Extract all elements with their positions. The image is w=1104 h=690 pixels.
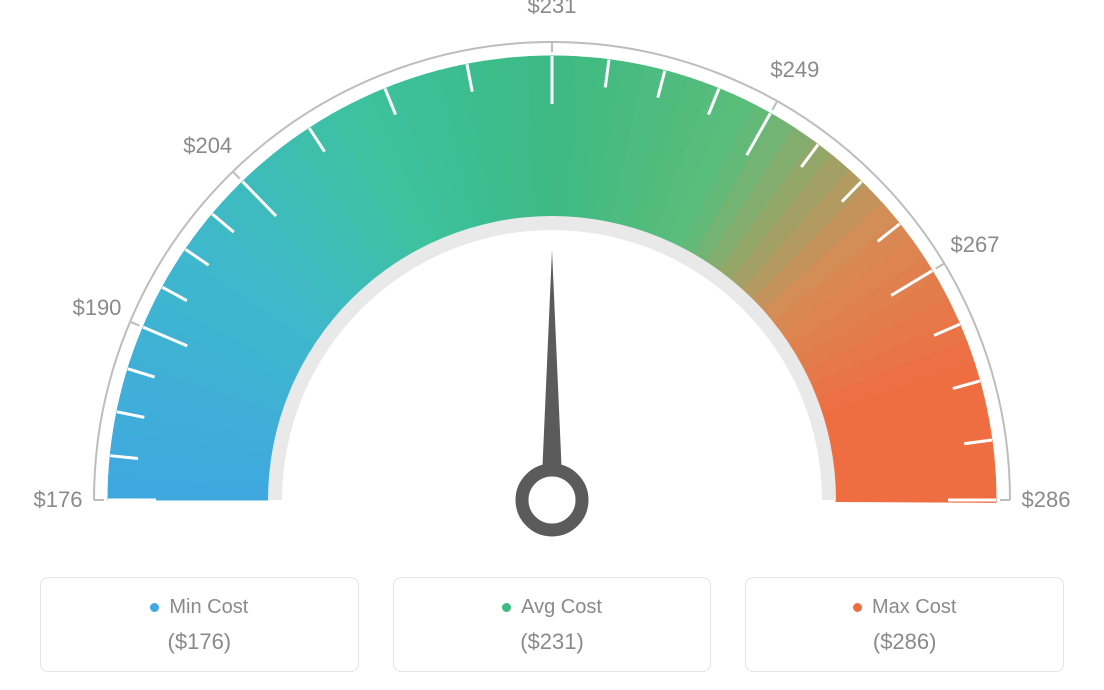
gauge-tick-label: $286 xyxy=(1022,487,1071,513)
avg-cost-label: Avg Cost xyxy=(521,596,602,619)
gauge-svg xyxy=(0,0,1104,560)
min-cost-label: Min Cost xyxy=(169,596,248,619)
max-cost-value: ($286) xyxy=(756,629,1053,655)
gauge-tick-label: $176 xyxy=(34,487,83,513)
avg-cost-title: Avg Cost xyxy=(502,596,602,619)
gauge-tick-label: $204 xyxy=(183,133,232,159)
max-cost-label: Max Cost xyxy=(872,596,956,619)
gauge-tick-label: $267 xyxy=(951,232,1000,258)
avg-cost-card: Avg Cost ($231) xyxy=(393,577,712,672)
avg-cost-value: ($231) xyxy=(404,629,701,655)
min-cost-card: Min Cost ($176) xyxy=(40,577,359,672)
max-cost-title: Max Cost xyxy=(853,596,956,619)
cost-gauge: $176 $190 $204 $231 $249 $267 $286 xyxy=(0,0,1104,560)
gauge-tick-label: $231 xyxy=(528,0,577,19)
cost-summary-cards: Min Cost ($176) Avg Cost ($231) Max Cost… xyxy=(40,577,1064,672)
gauge-tick-label: $249 xyxy=(770,57,819,83)
min-cost-title: Min Cost xyxy=(150,596,248,619)
max-cost-card: Max Cost ($286) xyxy=(745,577,1064,672)
dot-icon xyxy=(150,603,159,612)
gauge-tick-label: $190 xyxy=(72,295,121,321)
dot-icon xyxy=(502,603,511,612)
min-cost-value: ($176) xyxy=(51,629,348,655)
dot-icon xyxy=(853,603,862,612)
